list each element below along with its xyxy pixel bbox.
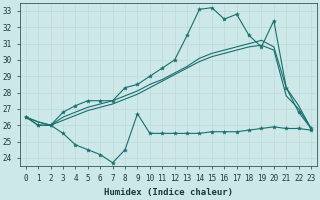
X-axis label: Humidex (Indice chaleur): Humidex (Indice chaleur) (104, 188, 233, 197)
